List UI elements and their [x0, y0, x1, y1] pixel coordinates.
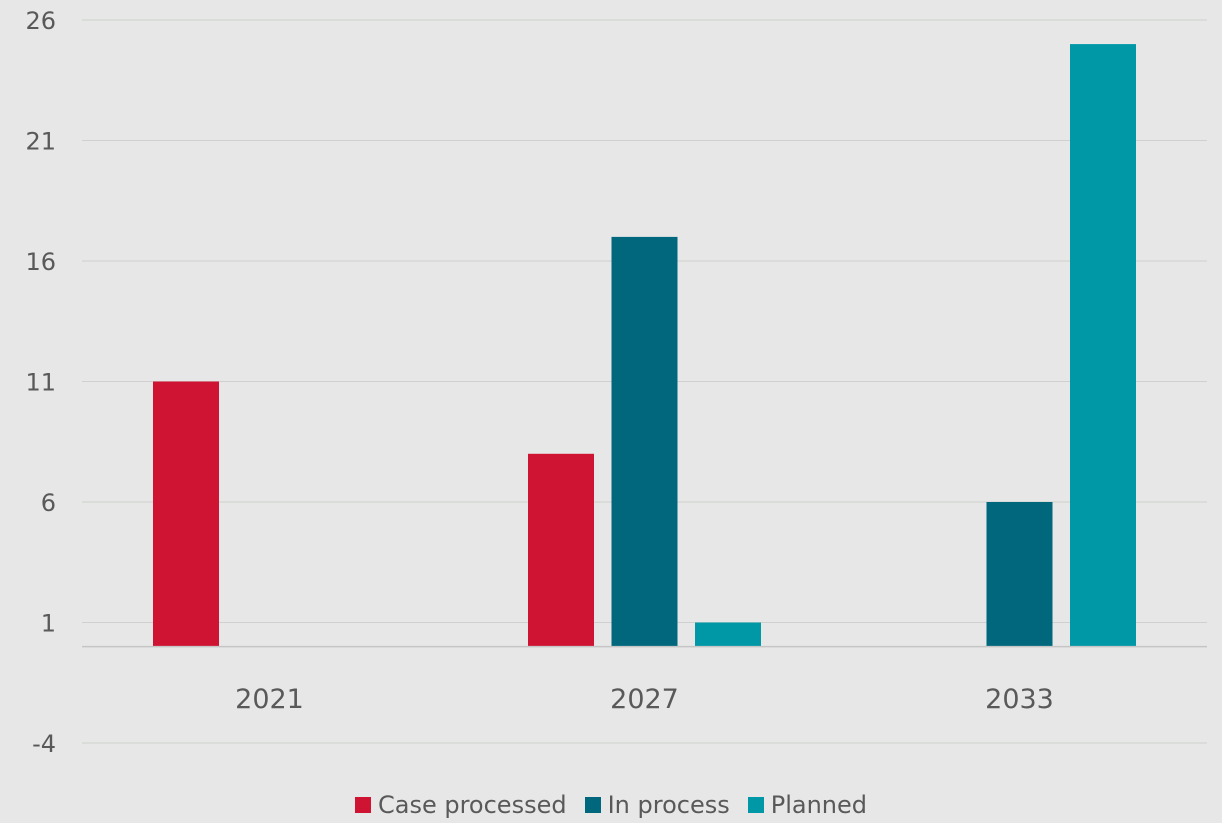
- y-tick-label: -4: [32, 730, 56, 758]
- legend-item-case-processed: Case processed: [354, 791, 567, 819]
- legend-swatch: [354, 797, 371, 813]
- y-tick-label: 11: [25, 369, 56, 397]
- bar-planned-2033: [1070, 44, 1136, 647]
- bar-planned-2027: [695, 622, 761, 647]
- x-category-label: 2021: [235, 684, 304, 715]
- y-tick-label: 26: [25, 7, 56, 35]
- legend-label: Planned: [770, 791, 868, 819]
- bar-case-processed-2027: [528, 453, 594, 647]
- x-category-label: 2033: [985, 684, 1054, 715]
- legend-label: In process: [607, 791, 730, 819]
- legend-item-in-process: In process: [584, 791, 730, 819]
- bars: [153, 44, 1136, 647]
- legend-item-planned: Planned: [747, 791, 868, 819]
- bar-in-process-2033: [986, 502, 1053, 647]
- legend-swatch: [584, 797, 601, 813]
- legend-swatch: [747, 797, 764, 813]
- y-tick-label: 6: [41, 489, 56, 517]
- x-axis-category-labels: 2021 2027 2033: [235, 684, 1054, 715]
- bar-case-processed-2021: [153, 381, 219, 647]
- x-category-label: 2027: [610, 684, 679, 715]
- y-tick-label: 1: [41, 610, 56, 638]
- legend: Case processed In process Planned: [0, 787, 1222, 823]
- bar-in-process-2027: [611, 236, 678, 647]
- y-tick-label: 16: [25, 248, 56, 276]
- y-tick-label: 21: [25, 128, 56, 156]
- legend-label: Case processed: [377, 791, 567, 819]
